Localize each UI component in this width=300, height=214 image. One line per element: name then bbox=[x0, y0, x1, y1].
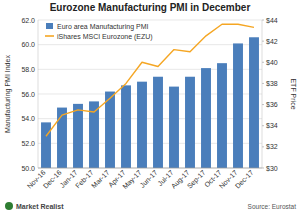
bar bbox=[201, 68, 211, 168]
bar bbox=[121, 85, 131, 168]
legend-swatch bbox=[45, 35, 54, 37]
plot-area bbox=[41, 24, 259, 168]
y2-tick-label: $44 bbox=[266, 17, 278, 24]
bar bbox=[137, 82, 147, 168]
grid-line bbox=[38, 143, 262, 144]
logo-icon bbox=[5, 202, 13, 210]
y2-tick-label: $42 bbox=[266, 38, 278, 45]
grid-line bbox=[38, 69, 262, 70]
x-tick-label: Mar-17 bbox=[90, 169, 111, 190]
grid-line bbox=[38, 118, 262, 119]
y2-axis-title: ETF Price bbox=[290, 78, 297, 109]
grid-line bbox=[38, 20, 262, 21]
grid-line bbox=[38, 94, 262, 95]
grid-line bbox=[38, 168, 262, 169]
x-tick-label: Jun-17 bbox=[139, 169, 159, 189]
bar bbox=[105, 92, 115, 168]
x-tick-label: May-17 bbox=[121, 169, 143, 191]
source: Source: Eurostat bbox=[248, 203, 297, 210]
legend-label: iShares MSCI Eurozone (EZU) bbox=[57, 33, 153, 41]
bar bbox=[185, 77, 195, 168]
bar bbox=[233, 43, 243, 168]
y-tick-label: 50.0 bbox=[21, 165, 35, 172]
x-tick-label: Sep-17 bbox=[186, 169, 208, 191]
y-axis bbox=[38, 20, 39, 168]
bar bbox=[57, 108, 67, 168]
bar bbox=[73, 104, 83, 168]
bar bbox=[153, 77, 163, 168]
y2-tick-label: $38 bbox=[266, 80, 278, 87]
y-tick-label: 58.0 bbox=[21, 66, 35, 73]
y2-tick bbox=[262, 41, 264, 42]
y-tick-label: 62.0 bbox=[21, 17, 35, 24]
chart: Eurozone Manufacturing PMI in December 50… bbox=[0, 0, 300, 214]
y-tick-label: 56.0 bbox=[21, 91, 35, 98]
y-tick-label: 54.0 bbox=[21, 115, 35, 122]
y2-tick-label: $40 bbox=[266, 59, 278, 66]
y-axis-title: Manufacturing PMI Index bbox=[4, 55, 12, 133]
y2-tick bbox=[262, 104, 264, 105]
grid-line bbox=[38, 44, 262, 45]
bar bbox=[41, 122, 51, 168]
line bbox=[46, 24, 254, 136]
legend-swatch bbox=[46, 23, 53, 29]
x-tick-label: Dec-16 bbox=[42, 169, 63, 190]
y-tick-label: 60.0 bbox=[21, 41, 35, 48]
legend-label: Euro area Manufacturing PMI bbox=[57, 23, 148, 31]
y2-tick-label: $30 bbox=[266, 165, 278, 172]
y-tick-label: 52.0 bbox=[21, 140, 35, 147]
y2-tick bbox=[262, 146, 264, 147]
x-axis bbox=[38, 168, 262, 169]
y2-tick bbox=[262, 125, 264, 126]
bar bbox=[249, 37, 259, 168]
y2-tick bbox=[262, 83, 264, 84]
bar bbox=[169, 87, 179, 168]
y2-tick bbox=[262, 62, 264, 63]
y2-axis bbox=[262, 20, 263, 168]
y2-tick bbox=[262, 168, 264, 169]
y2-tick-label: $32 bbox=[266, 143, 278, 150]
bar bbox=[217, 63, 227, 168]
y2-tick-label: $34 bbox=[266, 122, 278, 129]
y2-tick bbox=[262, 20, 264, 21]
x-tick-label: Dec-17 bbox=[234, 169, 255, 190]
logo-text: Market Realist bbox=[16, 203, 64, 210]
y2-tick-label: $36 bbox=[266, 101, 278, 108]
title: Eurozone Manufacturing PMI in December bbox=[50, 2, 251, 13]
